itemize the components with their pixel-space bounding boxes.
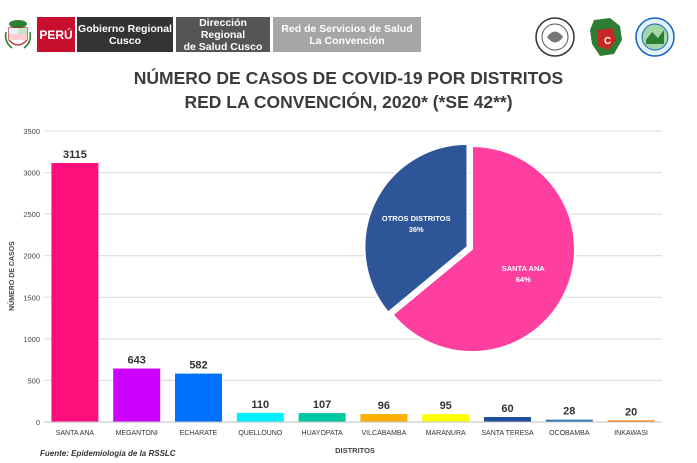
health-network-map-icon: C: [590, 18, 622, 56]
pie-slice-label: OTROS DISTRITOS: [382, 214, 451, 223]
bar-value-label: 110: [251, 399, 269, 411]
header-banner: PERÚ Gobierno Regional Cusco Dirección R…: [0, 0, 697, 62]
bar-value-label: 107: [313, 399, 331, 411]
x-tick-labels: SANTA ANA MEGANTONI ECHARATE QUELLOUNO HUAYO…: [56, 430, 648, 437]
pie-slice-santa-ana: [391, 144, 576, 353]
bar-value-label: 20: [625, 406, 637, 418]
y-tick-label: 3500: [23, 127, 40, 136]
bar-quellouno: [236, 412, 284, 422]
institution-seal-icon: [535, 17, 575, 57]
bar-value-label: 95: [440, 400, 452, 412]
bar-value-label: 28: [563, 406, 575, 418]
x-tick-label: ECHARATE: [180, 430, 218, 437]
y-tick-label: 2500: [23, 210, 40, 219]
x-tick-label: MEGANTONI: [116, 430, 158, 437]
pie-slice-otros-distritos: [363, 142, 469, 314]
peru-badge: PERÚ: [37, 17, 75, 52]
bar-value-label: 96: [378, 400, 390, 412]
x-tick-label: QUELLOUNO: [238, 430, 283, 437]
bar-echarate: [175, 373, 222, 422]
bar-santa-teresa: [484, 417, 531, 422]
bar-ocobamba: [545, 419, 593, 422]
pie-slice-label: SANTA ANA: [502, 264, 546, 273]
svg-text:C: C: [604, 36, 611, 47]
x-tick-label: MARANURA: [426, 430, 466, 437]
bar-value-labels: 3115 643 582 110 107 96 95 60 28 20: [63, 149, 637, 418]
x-tick-label: INKAWASI: [614, 430, 648, 437]
bar-series: [51, 163, 655, 422]
x-tick-label: HUAYOPATA: [302, 430, 343, 437]
source-note: Fuente: Epidemiología de la RSSLC: [40, 449, 176, 458]
bar-value-label: 582: [189, 360, 207, 372]
y-tick-label: 3000: [23, 169, 40, 178]
bar-value-label: 3115: [63, 149, 87, 161]
regional-emblem-icon: [635, 17, 675, 57]
pie-slice-percent: 36%: [409, 225, 424, 234]
x-tick-label: VILCABAMBA: [362, 430, 407, 437]
gobierno-regional-label: Gobierno Regional Cusco: [77, 17, 173, 52]
y-tick-label: 500: [27, 376, 40, 385]
peru-coat-of-arms-icon: [4, 20, 32, 49]
direccion-regional-label: Dirección Regional de Salud Cusco: [176, 17, 270, 53]
x-tick-label: OCOBAMBA: [549, 430, 590, 437]
bar-vilcabamba: [360, 414, 408, 422]
bar-inkawasi: [607, 420, 655, 422]
bar-maranura: [422, 414, 470, 422]
bar-megantoni: [113, 368, 161, 422]
y-axis-title: NÚMERO DE CASOS: [7, 241, 16, 311]
x-tick-label: SANTA ANA: [56, 430, 95, 437]
y-tick-label: 1500: [23, 293, 40, 302]
y-tick-label: 2000: [23, 252, 40, 261]
x-tick-label: SANTA TERESA: [481, 430, 534, 437]
bar-value-label: 60: [501, 403, 513, 415]
bar-value-label: 643: [128, 355, 146, 367]
y-tick-label: 1000: [23, 335, 40, 344]
y-tick-labels: 0 500 1000 1500 2000 2500 3000 3500: [23, 127, 40, 427]
bar-huayopata: [298, 413, 346, 422]
inset-pie-chart: OTROS DISTRITOS 36% SANTA ANA 64%: [363, 142, 576, 353]
chart-subtitle: RED LA CONVENCIÓN, 2020* (*SE 42**): [184, 92, 513, 112]
red-servicios-label: Red de Servicios de Salud La Convención: [273, 17, 421, 52]
chart-title: NÚMERO DE CASOS DE COVID-19 POR DISTRITO…: [133, 68, 564, 88]
x-axis-title: DISTRITOS: [335, 446, 375, 455]
y-tick-label: 0: [36, 418, 40, 427]
pie-slice-percent: 64%: [516, 275, 531, 284]
bar-santa-ana: [51, 163, 99, 422]
